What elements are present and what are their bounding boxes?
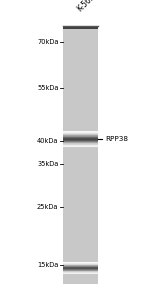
Bar (63, 28, 98, 284)
Bar (63, 273, 98, 274)
Text: 55kDa: 55kDa (37, 86, 58, 91)
Bar (63, 270, 98, 271)
Text: 40kDa: 40kDa (37, 138, 58, 144)
Text: 35kDa: 35kDa (37, 161, 58, 167)
Bar (63, 264, 98, 265)
Bar (63, 266, 98, 267)
Bar (63, 134, 98, 135)
Bar (63, 265, 98, 266)
Text: K-562: K-562 (75, 0, 97, 13)
Bar (63, 141, 98, 142)
Bar (63, 268, 98, 269)
Bar (63, 269, 98, 270)
Bar (63, 135, 98, 136)
Bar (63, 142, 98, 143)
Text: 70kDa: 70kDa (37, 39, 58, 45)
Bar (63, 136, 98, 137)
Bar (63, 134, 98, 135)
Bar (63, 143, 98, 144)
Bar (63, 262, 98, 263)
Bar (63, 263, 98, 264)
Text: RPP38: RPP38 (105, 136, 128, 142)
Text: 15kDa: 15kDa (37, 262, 58, 268)
Bar (63, 271, 98, 272)
Bar (63, 132, 98, 133)
Bar (63, 146, 98, 147)
Bar (63, 137, 98, 138)
Bar (63, 144, 98, 145)
Bar (63, 138, 98, 139)
Bar (63, 137, 98, 138)
Bar (63, 139, 98, 140)
Bar (63, 145, 98, 146)
Bar (63, 133, 98, 134)
Bar (63, 272, 98, 273)
Text: 25kDa: 25kDa (37, 204, 58, 210)
Bar (63, 131, 98, 132)
Bar (63, 26, 98, 29)
Bar (63, 140, 98, 141)
Bar (63, 267, 98, 268)
